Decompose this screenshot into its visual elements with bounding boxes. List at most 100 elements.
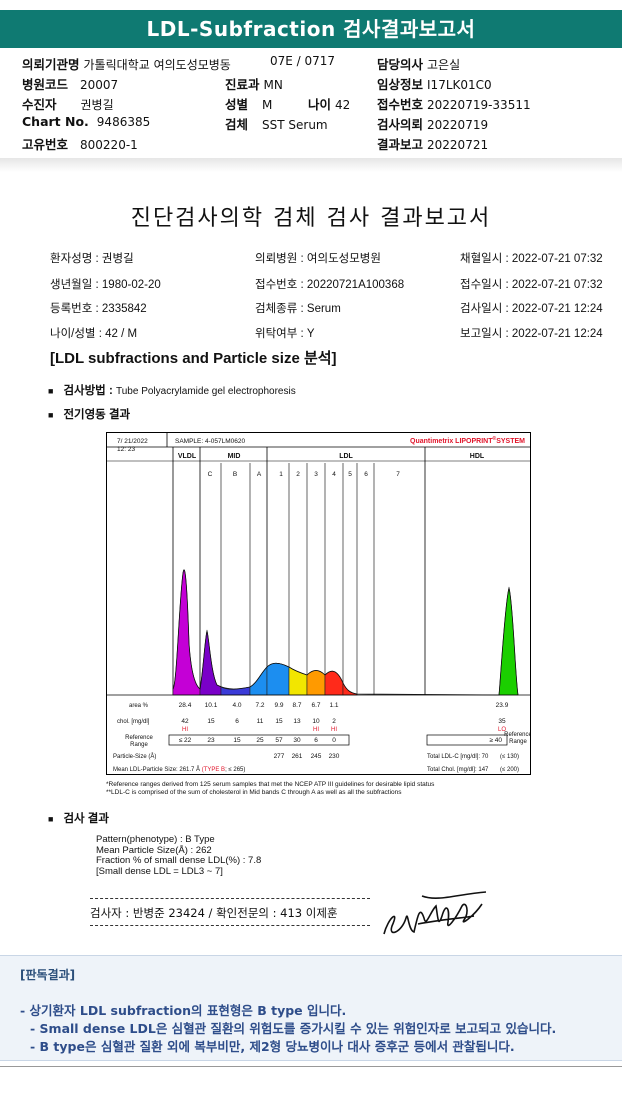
receipt-row: 접수번호 20220719-33511: [377, 94, 531, 112]
trace-outline: [172, 569, 519, 696]
doctor-row: 담당의사 고은실: [377, 54, 460, 72]
particle-size-value: 277: [274, 753, 285, 760]
row-label-mean: Mean LDL-Particle Size: 261.7 Å (TYPE B;…: [113, 766, 245, 773]
area-pct-hdl: 23.9: [496, 702, 509, 709]
area-pct-value: 10.1: [205, 702, 218, 709]
electro-label: 전기영동 결과: [63, 409, 131, 421]
band-label-hdl: HDL: [470, 453, 485, 460]
ref-range-value: ≤ 22: [179, 737, 192, 744]
report-time: 보고일시 : 2022-07-21 12:24: [460, 328, 603, 340]
unique-row: 고유번호 800220-1: [22, 134, 138, 152]
age-label: 나이: [308, 97, 332, 112]
mean-size-text: Mean Particle Size(Å) : 262: [96, 844, 212, 856]
area-pct-value: 8.7: [292, 702, 301, 709]
dept-row: 진료과 MN: [225, 74, 283, 92]
clinical-row: 임상정보 I17LK01C0: [377, 74, 492, 92]
pattern-text: Pattern(phenotype) : B Type: [96, 834, 215, 845]
ward-code: 07E / 0717: [270, 54, 336, 68]
subband-label-2: 2: [296, 471, 300, 478]
report-title: 진단검사의학 검체 검사 결과보고서: [130, 206, 492, 231]
subband-label-A: A: [257, 471, 262, 478]
specimen-label: 검체: [225, 117, 249, 132]
patient-value: 권병길: [80, 98, 114, 112]
hospital-row: 의뢰기관명 가톨릭대학교 여의도성모병동: [22, 54, 231, 72]
ref-hdl-value: ≥ 40: [489, 737, 502, 744]
note-line-2: **LDL-C is comprised of the sum of chole…: [106, 789, 402, 796]
total-chol: Total Chol. [mg/dl]: 147: [427, 767, 489, 773]
ref-range-value: 15: [233, 737, 241, 744]
sex-row: 성별 M: [225, 94, 272, 112]
clinical-value: I17LK01C0: [427, 78, 492, 92]
subband-label-5: 5: [348, 471, 352, 478]
ref-range-value: 0: [332, 737, 336, 744]
section-title: [LDL subfractions and Particle size 분석]: [50, 350, 337, 367]
lipoprint-chart: 7/ 21/2022 12: 23 SAMPLE: 4-057LM0620 Quant…: [106, 432, 533, 775]
band-label-mid: MID: [228, 453, 241, 460]
signer-text: 검사자 : 반병준 23424 / 확인전문의 : 413 이제훈: [90, 906, 338, 920]
hosp-code-label: 병원코드: [22, 77, 69, 92]
interpretation-line-3: - B type은 심혈관 질환 외에 복부비만, 제2형 당뇨병이나 대사 증…: [30, 1039, 515, 1054]
unique-value: 800220-1: [80, 138, 138, 152]
interpretation-panel: [판독결과] - 상기환자 LDL subfraction의 표현형은 B ty…: [0, 955, 622, 1061]
chol-flag: HI: [313, 727, 319, 733]
row-label-chol: chol. [mg/dl]: [117, 719, 150, 725]
area-pct-value: 7.2: [255, 702, 264, 709]
chol-hdl: 35: [498, 718, 506, 725]
chart-sample: SAMPLE: 4-057LM0620: [175, 438, 245, 445]
ref-range-value: 25: [256, 737, 264, 744]
dept-value: MN: [263, 78, 283, 92]
ref-range-box: [168, 734, 350, 746]
ref-range-value: 57: [275, 737, 283, 744]
subband-label-7: 7: [396, 471, 400, 478]
particle-size-value: 261: [292, 753, 303, 760]
total-ldl-ref: (≤ 130): [500, 754, 519, 760]
report-date-value: 20220721: [427, 138, 489, 152]
chol-value: 13: [293, 718, 301, 725]
request-value: 20220719: [427, 118, 489, 132]
chart-date: 7/ 21/2022: [117, 438, 148, 445]
row-label-area: area %: [129, 703, 149, 709]
subband-label-B: B: [233, 471, 237, 478]
section-divider: [0, 158, 622, 172]
chol-value: 6: [235, 718, 239, 725]
ref-range-value: 23: [207, 737, 215, 744]
request-label: 검사의뢰: [377, 117, 424, 132]
area-pct-value: 6.7: [311, 702, 320, 709]
receipt-number: 접수번호 : 20220721A100368: [255, 279, 405, 291]
ref-hdl-box: [426, 734, 508, 746]
patient-label: 수진자: [22, 97, 57, 112]
trace-ldl-transition: [266, 662, 290, 696]
area-pct-value: 28.4: [179, 702, 192, 709]
interpretation-line-1: - 상기환자 LDL subfraction의 표현형은 B type 입니다.: [20, 1003, 347, 1018]
sex-value: M: [262, 98, 273, 112]
clinical-label: 임상정보: [377, 77, 424, 92]
sdldl-definition: [Small dense LDL = LDL3 ~ 7]: [96, 865, 223, 877]
method-label: 검사방법 :: [63, 385, 113, 397]
result-label: 검사 결과: [63, 813, 109, 825]
patient-row: 수진자 권병길: [22, 94, 114, 112]
age-value: 42: [335, 98, 351, 112]
trace-mid-a: [249, 666, 268, 696]
band-label-ldl: LDL: [339, 453, 353, 460]
bullet-icon: ■: [48, 814, 54, 824]
patient-name: 환자성명 : 권병길: [50, 253, 134, 265]
chol-value: 42: [181, 718, 189, 725]
ref-right-label-0: Reference: [504, 732, 530, 738]
sex-label: 성별: [225, 97, 249, 112]
subband-label-4: 4: [332, 471, 336, 478]
signature-divider-bottom: [90, 925, 370, 926]
area-pct-value: 4.0: [232, 702, 241, 709]
signature-divider-top: [90, 898, 370, 899]
chart-no-row: Chart No. 9486385: [22, 114, 150, 132]
hosp-code-row: 병원코드 20007: [22, 74, 118, 92]
birth-date: 생년월일 : 1980-02-20: [50, 279, 161, 291]
age-row: 나이 42: [308, 94, 350, 112]
bullet-icon: ■: [48, 410, 54, 420]
outsourced-flag: 위탁여부 : Y: [255, 328, 315, 340]
hosp-code-value: 20007: [80, 78, 119, 92]
trace-ldl-2: [306, 670, 326, 696]
registration-number: 등록번호 : 2335842: [50, 303, 147, 315]
method-value: Tube Polyacrylamide gel electrophoresis: [116, 386, 296, 397]
particle-size-value: 230: [329, 753, 340, 760]
